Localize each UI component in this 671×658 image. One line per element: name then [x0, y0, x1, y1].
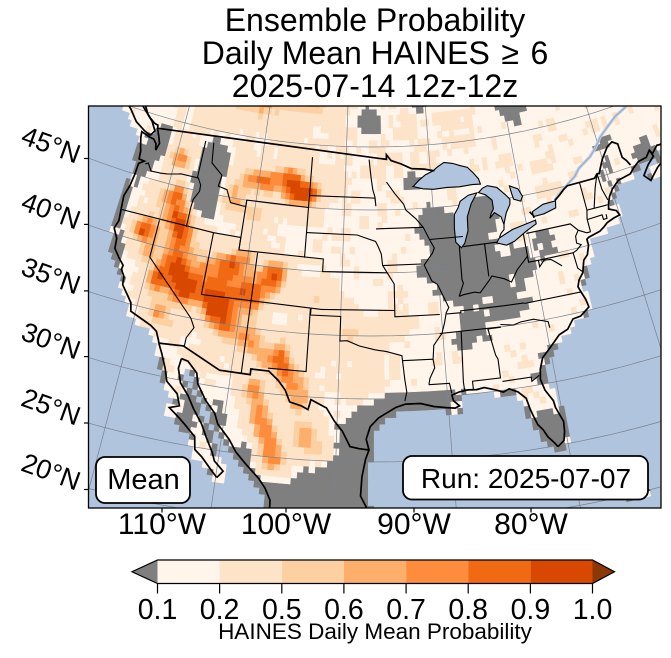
svg-text:Run: 2025-07-07: Run: 2025-07-07	[421, 463, 631, 494]
svg-text:0.1: 0.1	[138, 594, 178, 626]
svg-text:45°N: 45°N	[18, 121, 85, 170]
svg-text:100°W: 100°W	[241, 508, 332, 541]
svg-text:Ensemble Probability: Ensemble Probability	[225, 2, 526, 38]
svg-text:0.5: 0.5	[262, 594, 302, 626]
svg-text:0.9: 0.9	[511, 594, 551, 626]
svg-text:80°W: 80°W	[494, 508, 568, 541]
svg-text:30°N: 30°N	[18, 317, 85, 366]
svg-text:0.8: 0.8	[448, 594, 488, 626]
svg-text:0.2: 0.2	[200, 594, 240, 626]
svg-text:1.0: 1.0	[573, 594, 613, 626]
svg-text:90°W: 90°W	[377, 508, 451, 541]
svg-text:25°N: 25°N	[18, 383, 85, 432]
svg-text:Mean: Mean	[107, 464, 180, 496]
svg-text:20°N: 20°N	[18, 448, 85, 497]
svg-text:Daily Mean HAINES ≥ 6: Daily Mean HAINES ≥ 6	[202, 35, 549, 71]
svg-text:35°N: 35°N	[18, 252, 85, 301]
svg-text:0.7: 0.7	[386, 594, 426, 626]
svg-text:110°W: 110°W	[118, 508, 207, 541]
svg-text:0.6: 0.6	[324, 594, 364, 626]
svg-text:HAINES Daily Mean Probability: HAINES Daily Mean Probability	[218, 619, 533, 644]
svg-text:40°N: 40°N	[18, 187, 85, 236]
svg-text:2025-07-14 12z-12z: 2025-07-14 12z-12z	[232, 68, 518, 104]
